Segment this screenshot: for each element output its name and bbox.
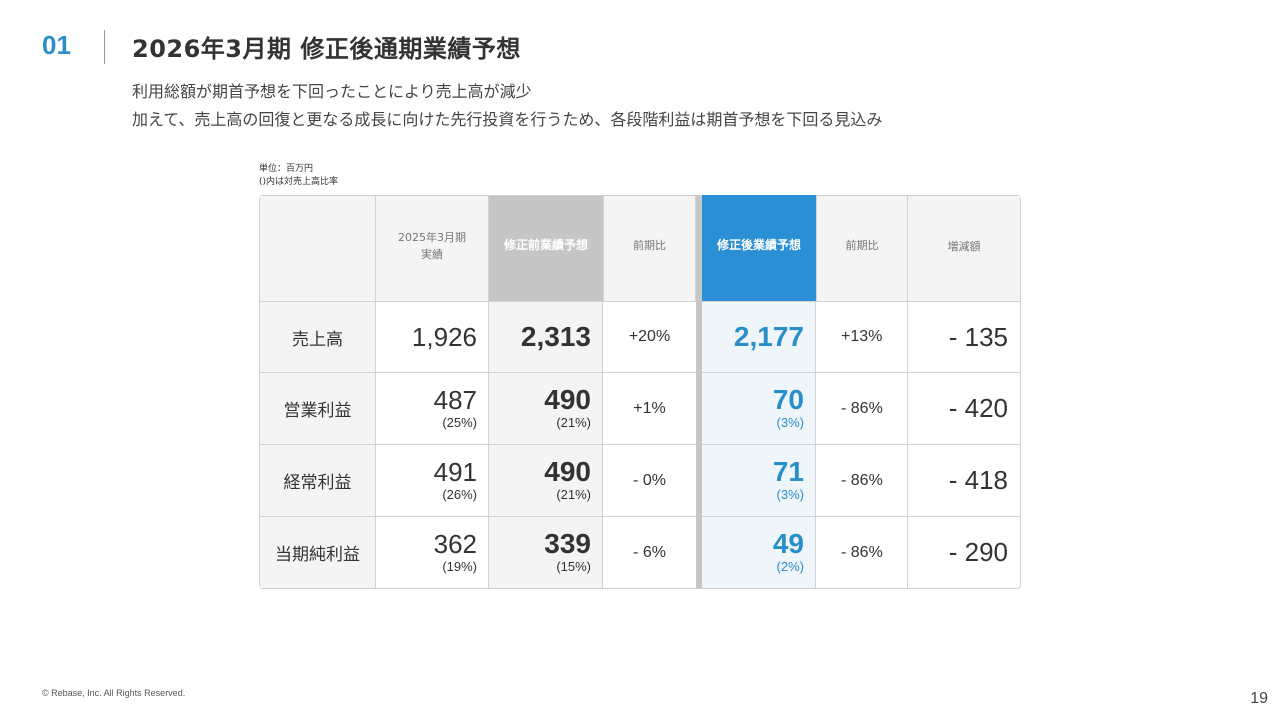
copyright: © Rebase, Inc. All Rights Reserved. <box>42 688 186 698</box>
value: 362 <box>433 529 477 559</box>
prior-actual-cell: 491 (26%) <box>376 445 489 517</box>
revised-forecast-cell: 70 (3%) <box>702 373 816 445</box>
prior-actual-cell: 487 (25%) <box>376 373 489 445</box>
ratio: (21%) <box>556 415 591 430</box>
revised-forecast-cell: 49 (2%) <box>702 517 816 588</box>
yoy-revised-cell: - 86% <box>816 373 908 445</box>
header-divider <box>104 30 105 64</box>
original-forecast-cell: 490 (21%) <box>489 445 603 517</box>
original-forecast-cell: 2,313 <box>489 302 603 373</box>
change-amount-cell: - 135 <box>908 302 1020 373</box>
ratio: (19%) <box>442 559 477 574</box>
ratio: (21%) <box>556 487 591 502</box>
value: 490 <box>544 384 591 415</box>
header-original-forecast: 修正前業績予想 <box>489 196 603 302</box>
yoy-revised-cell: +13% <box>816 302 908 373</box>
yoy-original-cell: - 0% <box>603 445 696 517</box>
subtitle-line-1: 利用総額が期首予想を下回ったことにより売上高が減少 <box>132 82 532 101</box>
ratio: (25%) <box>442 415 477 430</box>
header-change-amount: 増減額 <box>908 196 1020 302</box>
change-amount-cell: - 418 <box>908 445 1020 517</box>
prior-actual-cell: 362 (19%) <box>376 517 489 588</box>
ratio-note: ()内は対売上高比率 <box>259 177 339 187</box>
header-yoy-original: 前期比 <box>603 196 696 302</box>
column-separator <box>696 196 702 588</box>
value: 2,177 <box>733 321 804 352</box>
yoy-original-cell: +20% <box>603 302 696 373</box>
ratio: (2%) <box>776 559 804 574</box>
header-corner <box>260 196 376 302</box>
change-amount-cell: - 290 <box>948 537 1008 567</box>
section-number: 01 <box>42 30 71 60</box>
yoy-revised-cell: - 86% <box>816 445 908 517</box>
prior-actual-cell: 1,926 <box>376 302 489 373</box>
original-forecast-cell: 490 (21%) <box>489 373 603 445</box>
subtitle-line-2: 加えて、売上高の回復と更なる成長に向けた先行投資を行うため、各段階利益は期首予想… <box>132 110 883 129</box>
forecast-table: 2025年3月期 実績 修正前業績予想 前期比 修正後業績予想 前期比 増減額 売… <box>259 195 1021 589</box>
header-revised-forecast: 修正後業績予想 <box>702 195 816 302</box>
header-yoy-revised: 前期比 <box>816 196 908 302</box>
unit-note: 単位：百万円 <box>259 164 314 174</box>
page-title: 2026年3月期 修正後通期業績予想 <box>132 35 521 63</box>
value: 339 <box>544 528 591 559</box>
value: 2,313 <box>520 321 591 352</box>
original-forecast-cell: 339 (15%) <box>489 517 603 588</box>
yoy-original-cell: - 6% <box>633 543 666 561</box>
value: 491 <box>433 457 477 487</box>
value: 71 <box>772 456 804 487</box>
value: 487 <box>433 385 477 415</box>
page-number: 19 <box>1250 690 1268 707</box>
value: 1,926 <box>411 322 477 352</box>
ratio: (3%) <box>776 415 804 430</box>
revised-forecast-cell: 71 (3%) <box>702 445 816 517</box>
header-prior-actual: 2025年3月期 実績 <box>376 196 489 302</box>
row-label: 営業利益 <box>260 373 376 445</box>
ratio: (26%) <box>442 487 477 502</box>
row-label: 経常利益 <box>260 445 376 517</box>
yoy-revised-cell: - 86% <box>816 517 908 588</box>
change-amount-cell: - 420 <box>908 373 1020 445</box>
value: 490 <box>544 456 591 487</box>
ratio: (15%) <box>556 559 591 574</box>
value: 70 <box>772 384 804 415</box>
row-label: 売上高 <box>260 302 376 373</box>
yoy-original-cell: +1% <box>603 373 696 445</box>
ratio: (3%) <box>776 487 804 502</box>
value: 49 <box>772 528 804 559</box>
revised-forecast-cell: 2,177 <box>702 302 816 373</box>
row-label: 当期純利益 <box>260 517 376 588</box>
